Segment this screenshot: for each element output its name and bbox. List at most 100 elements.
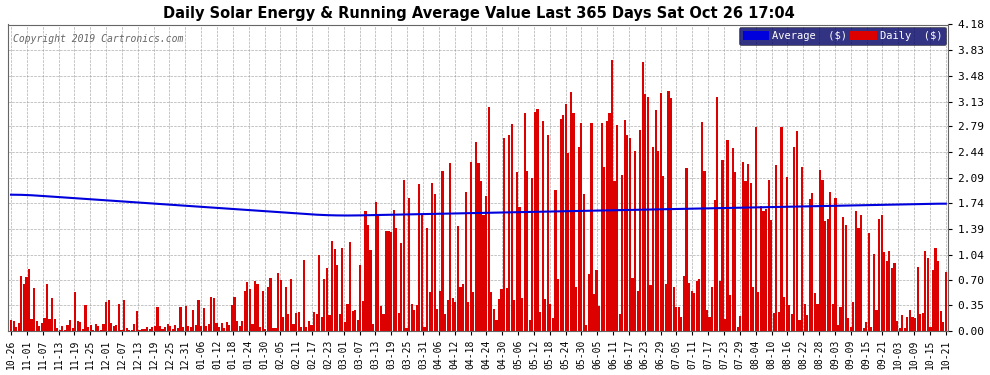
- Bar: [121, 330, 123, 331]
- Bar: [247, 282, 248, 331]
- Bar: [442, 171, 444, 331]
- Bar: [798, 320, 801, 331]
- Bar: [231, 305, 233, 331]
- Bar: [421, 214, 423, 331]
- Bar: [287, 314, 289, 331]
- Bar: [426, 228, 428, 331]
- Bar: [557, 279, 559, 331]
- Bar: [300, 327, 302, 331]
- Bar: [703, 171, 706, 331]
- Bar: [226, 322, 228, 331]
- Bar: [785, 177, 788, 331]
- Bar: [716, 97, 719, 331]
- Bar: [58, 330, 61, 331]
- Bar: [524, 114, 526, 331]
- Bar: [485, 196, 487, 331]
- Bar: [855, 211, 857, 331]
- Bar: [108, 300, 110, 331]
- Bar: [31, 320, 33, 331]
- Bar: [208, 324, 210, 331]
- Bar: [706, 310, 708, 331]
- Bar: [629, 138, 631, 331]
- Bar: [23, 284, 25, 331]
- Bar: [670, 98, 672, 331]
- Bar: [709, 317, 711, 331]
- Bar: [690, 291, 693, 331]
- Bar: [588, 274, 590, 331]
- Bar: [128, 330, 131, 331]
- Bar: [529, 320, 531, 331]
- Bar: [41, 322, 43, 331]
- Bar: [141, 329, 144, 331]
- Bar: [659, 93, 662, 331]
- Bar: [361, 301, 364, 331]
- Bar: [583, 194, 585, 331]
- Bar: [765, 209, 767, 331]
- Bar: [482, 215, 485, 331]
- Bar: [683, 276, 685, 331]
- Bar: [95, 324, 97, 331]
- Bar: [672, 287, 675, 331]
- Bar: [642, 62, 644, 331]
- Bar: [747, 164, 749, 331]
- Bar: [316, 314, 318, 331]
- Bar: [372, 324, 374, 331]
- Bar: [56, 328, 58, 331]
- Bar: [886, 261, 888, 331]
- Bar: [166, 324, 168, 331]
- Bar: [292, 324, 295, 331]
- Bar: [169, 326, 171, 331]
- Bar: [624, 120, 626, 331]
- Bar: [374, 202, 377, 331]
- Bar: [242, 321, 244, 331]
- Bar: [488, 107, 490, 331]
- Bar: [395, 228, 397, 331]
- Bar: [767, 180, 770, 331]
- Bar: [714, 200, 716, 331]
- Bar: [732, 148, 734, 331]
- Bar: [92, 330, 94, 331]
- Bar: [606, 121, 608, 331]
- Bar: [646, 97, 649, 331]
- Bar: [904, 328, 906, 331]
- Bar: [791, 315, 793, 331]
- Bar: [313, 312, 315, 331]
- Bar: [15, 327, 17, 331]
- Bar: [446, 300, 448, 331]
- Bar: [197, 300, 200, 331]
- Bar: [652, 147, 654, 331]
- Bar: [408, 198, 410, 331]
- Bar: [295, 313, 297, 331]
- Bar: [564, 104, 567, 331]
- Bar: [367, 225, 369, 331]
- Bar: [665, 284, 667, 331]
- Bar: [113, 326, 115, 331]
- Bar: [598, 306, 600, 331]
- Bar: [567, 153, 569, 331]
- Bar: [223, 328, 226, 331]
- Bar: [469, 162, 472, 331]
- Bar: [377, 215, 379, 331]
- Bar: [508, 135, 511, 331]
- Bar: [806, 315, 808, 331]
- Bar: [867, 233, 870, 331]
- Bar: [693, 293, 695, 331]
- Bar: [187, 326, 189, 331]
- Bar: [888, 251, 890, 331]
- Bar: [406, 328, 408, 331]
- Bar: [139, 330, 141, 331]
- Bar: [912, 317, 914, 331]
- Bar: [814, 293, 816, 331]
- Bar: [456, 226, 459, 331]
- Bar: [742, 162, 744, 331]
- Bar: [256, 284, 258, 331]
- Bar: [922, 313, 924, 331]
- Bar: [216, 323, 218, 331]
- Bar: [218, 327, 220, 331]
- Bar: [737, 327, 739, 331]
- Bar: [944, 272, 947, 331]
- Bar: [559, 119, 561, 331]
- Bar: [744, 181, 746, 331]
- Bar: [380, 306, 382, 331]
- Bar: [179, 307, 181, 331]
